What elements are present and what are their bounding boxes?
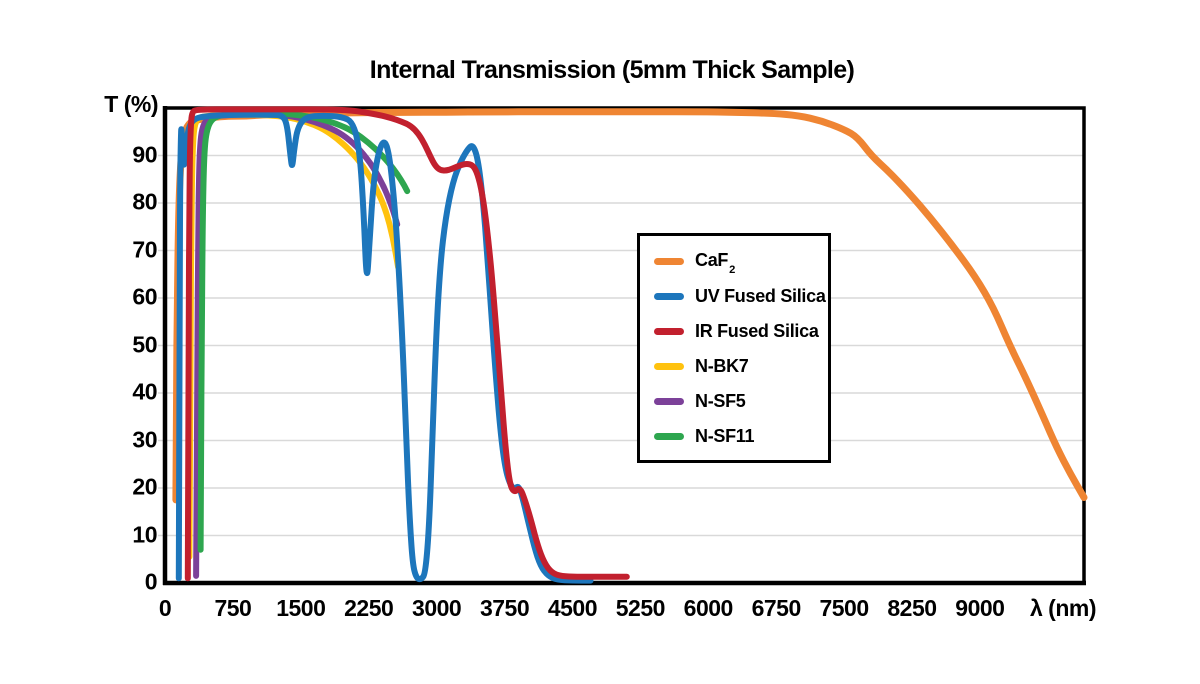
legend-label-irfs: IR Fused Silica xyxy=(695,321,819,341)
legend-swatch-uvfs xyxy=(654,293,684,300)
y-tick-label-30: 30 xyxy=(132,425,157,452)
x-tick-label-1500: 1500 xyxy=(276,595,326,621)
legend-swatch-irfs xyxy=(654,328,684,335)
legend-swatch-nsf5 xyxy=(654,398,684,405)
y-axis-label: T (%) xyxy=(104,91,158,117)
y-tick-label-10: 10 xyxy=(132,520,157,547)
x-tick-label-5250: 5250 xyxy=(615,595,666,621)
x-tick-label-9000: 9000 xyxy=(955,595,1005,621)
x-tick-label-4500: 4500 xyxy=(547,595,598,621)
legend-item-irfs: IR Fused Silica xyxy=(654,314,820,349)
y-tick-label-20: 20 xyxy=(132,473,157,500)
series-n-bk7 xyxy=(186,111,402,560)
legend-swatch-nsf11 xyxy=(654,433,684,440)
legend-item-nbk7: N-BK7 xyxy=(654,349,820,384)
chart-title: Internal Transmission (5mm Thick Sample) xyxy=(369,56,855,84)
y-tick-label-60: 60 xyxy=(132,283,157,310)
legend-swatch-caf2 xyxy=(654,258,684,265)
legend-swatch-nbk7 xyxy=(654,363,684,370)
x-tick-label-3750: 3750 xyxy=(479,595,530,621)
legend: CaF2 UV Fused Silica IR Fused Silica N-BK7 N… xyxy=(637,233,831,463)
y-tick-label-90: 90 xyxy=(132,140,157,167)
legend-label-nsf11: N-SF11 xyxy=(695,426,755,446)
x-tick-label-3000: 3000 xyxy=(412,595,462,621)
x-tick-label-7500: 7500 xyxy=(819,595,869,621)
legend-label-subscript: 2 xyxy=(729,264,736,277)
x-tick-label-6750: 6750 xyxy=(751,595,802,621)
x-tick-label-0: 0 xyxy=(158,595,172,621)
y-tick-label-70: 70 xyxy=(132,235,157,262)
y-tick-label-0: 0 xyxy=(144,568,158,595)
legend-item-caf2: CaF2 xyxy=(654,244,820,279)
legend-label-nbk7: N-BK7 xyxy=(695,356,749,376)
series-caf2 xyxy=(172,108,1088,504)
legend-label-nsf5: N-SF5 xyxy=(695,391,746,411)
legend-label-uvfs: UV Fused Silica xyxy=(695,286,826,306)
legend-item-uvfs: UV Fused Silica xyxy=(654,279,826,314)
x-tick-label-750: 750 xyxy=(214,595,252,621)
x-tick-label-2250: 2250 xyxy=(344,595,394,621)
y-tick-label-40: 40 xyxy=(132,378,157,405)
y-tick-label-80: 80 xyxy=(132,188,157,215)
x-tick-label-6000: 6000 xyxy=(683,595,734,621)
y-tick-label-50: 50 xyxy=(132,330,157,357)
legend-label-caf2: CaF2 xyxy=(695,249,736,277)
x-axis-label: λ (nm) xyxy=(1030,595,1097,621)
legend-item-nsf5: N-SF5 xyxy=(654,384,820,419)
x-tick-label-8250: 8250 xyxy=(887,595,937,621)
series-ir-fused-silica xyxy=(184,106,630,582)
legend-item-nsf11: N-SF11 xyxy=(654,419,820,454)
